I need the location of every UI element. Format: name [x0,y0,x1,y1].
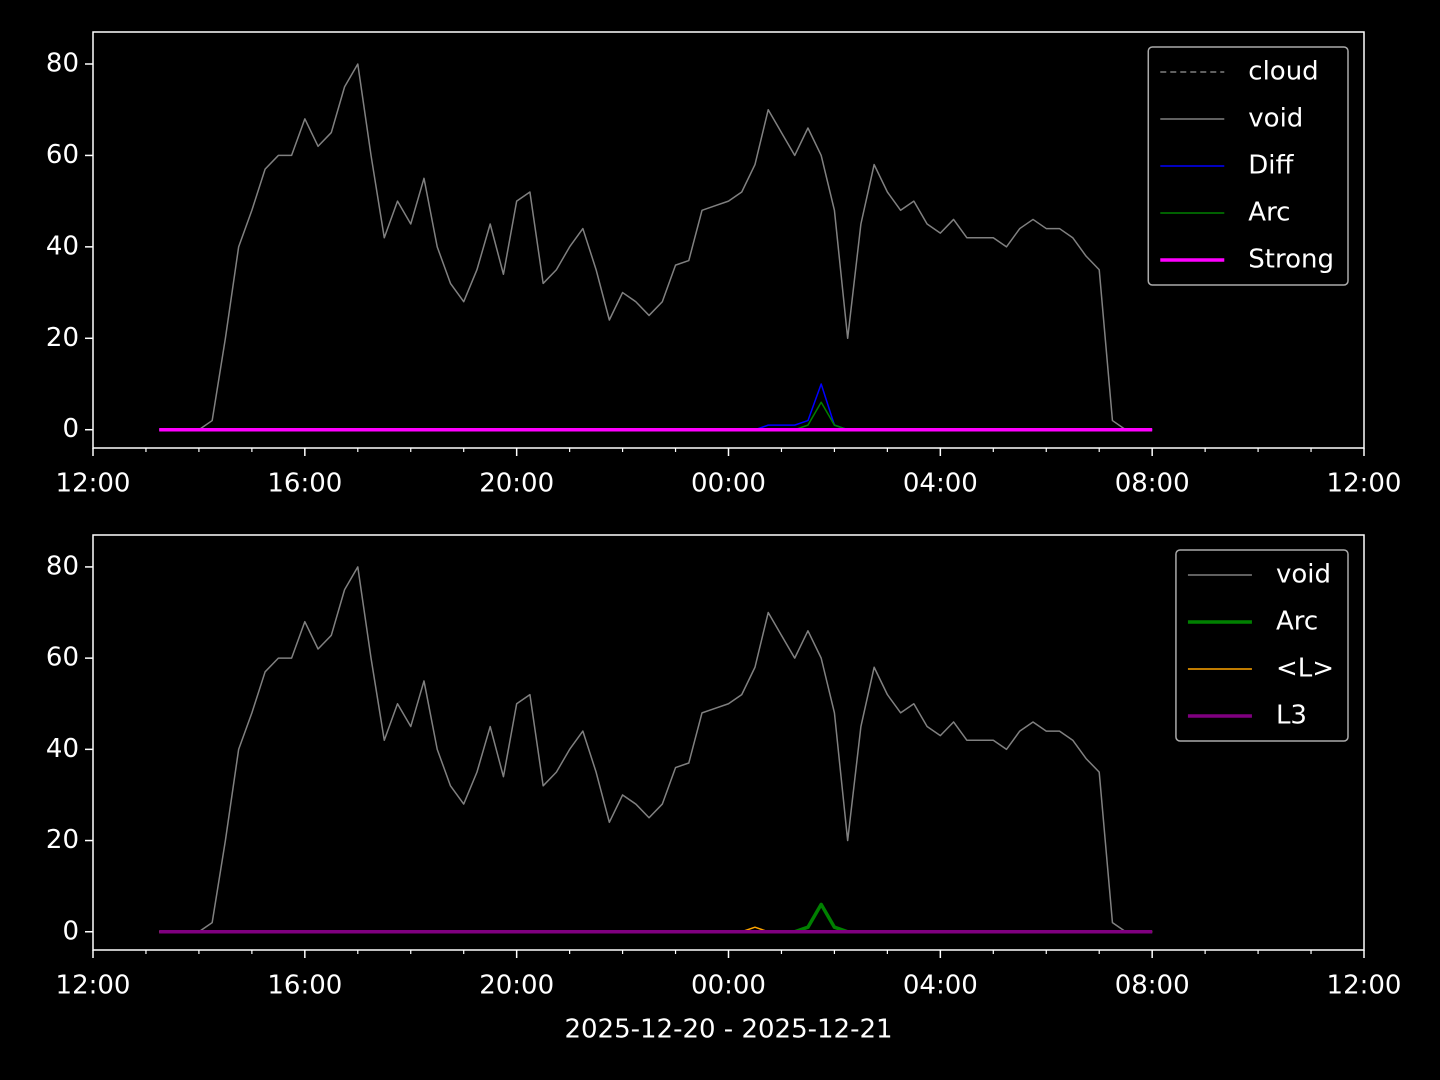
legend-label: Arc [1276,607,1318,637]
x-tick-label: 08:00 [1115,971,1190,1001]
legend-label: Diff [1248,151,1294,181]
x-tick-label: 12:00 [1327,469,1402,499]
x-tick-label: 12:00 [56,971,131,1001]
legend-label: L3 [1276,701,1307,731]
y-tick-label: 0 [62,916,79,946]
y-tick-label: 80 [46,551,79,581]
x-tick-label: 08:00 [1115,469,1190,499]
x-tick-label: 00:00 [691,971,766,1001]
legend-label: void [1248,104,1303,134]
legend-label: void [1276,560,1331,590]
legend-label: <L> [1276,654,1334,684]
series-line [159,566,1153,933]
series-line [159,401,1153,431]
x-tick-label: 20:00 [479,469,554,499]
y-tick-label: 40 [46,734,79,764]
axes-frame [92,534,1365,951]
x-tick-label: 12:00 [1327,971,1402,1001]
x-tick-label: 04:00 [903,469,978,499]
x-tick-label: 04:00 [903,971,978,1001]
y-tick-label: 60 [46,140,79,170]
legend-box [1175,549,1349,742]
y-tick-label: 40 [46,231,79,261]
x-tick-label: 16:00 [267,469,342,499]
y-tick-label: 20 [46,825,79,855]
series-line [159,902,1153,934]
x-axis-label: 2025-12-20 - 2025-12-21 [564,1015,892,1045]
axes-frame [92,31,1365,449]
x-tick-label: 20:00 [479,971,554,1001]
legend-label: cloud [1248,57,1318,87]
y-tick-label: 80 [46,49,79,79]
y-tick-label: 0 [62,414,79,444]
x-tick-label: 16:00 [267,971,342,1001]
y-tick-label: 20 [46,323,79,353]
legend-box [1147,46,1349,286]
x-tick-label: 12:00 [56,469,131,499]
legend-label: Strong [1248,245,1334,275]
legend-label: Arc [1248,198,1290,228]
series-line [159,383,1153,431]
legend: void Arc <L> L3 [1175,549,1349,742]
x-tick-label: 00:00 [691,469,766,499]
series-line [159,63,1153,431]
legend: cloud void Diff Arc Strong [1147,46,1349,286]
y-tick-label: 60 [46,643,79,673]
